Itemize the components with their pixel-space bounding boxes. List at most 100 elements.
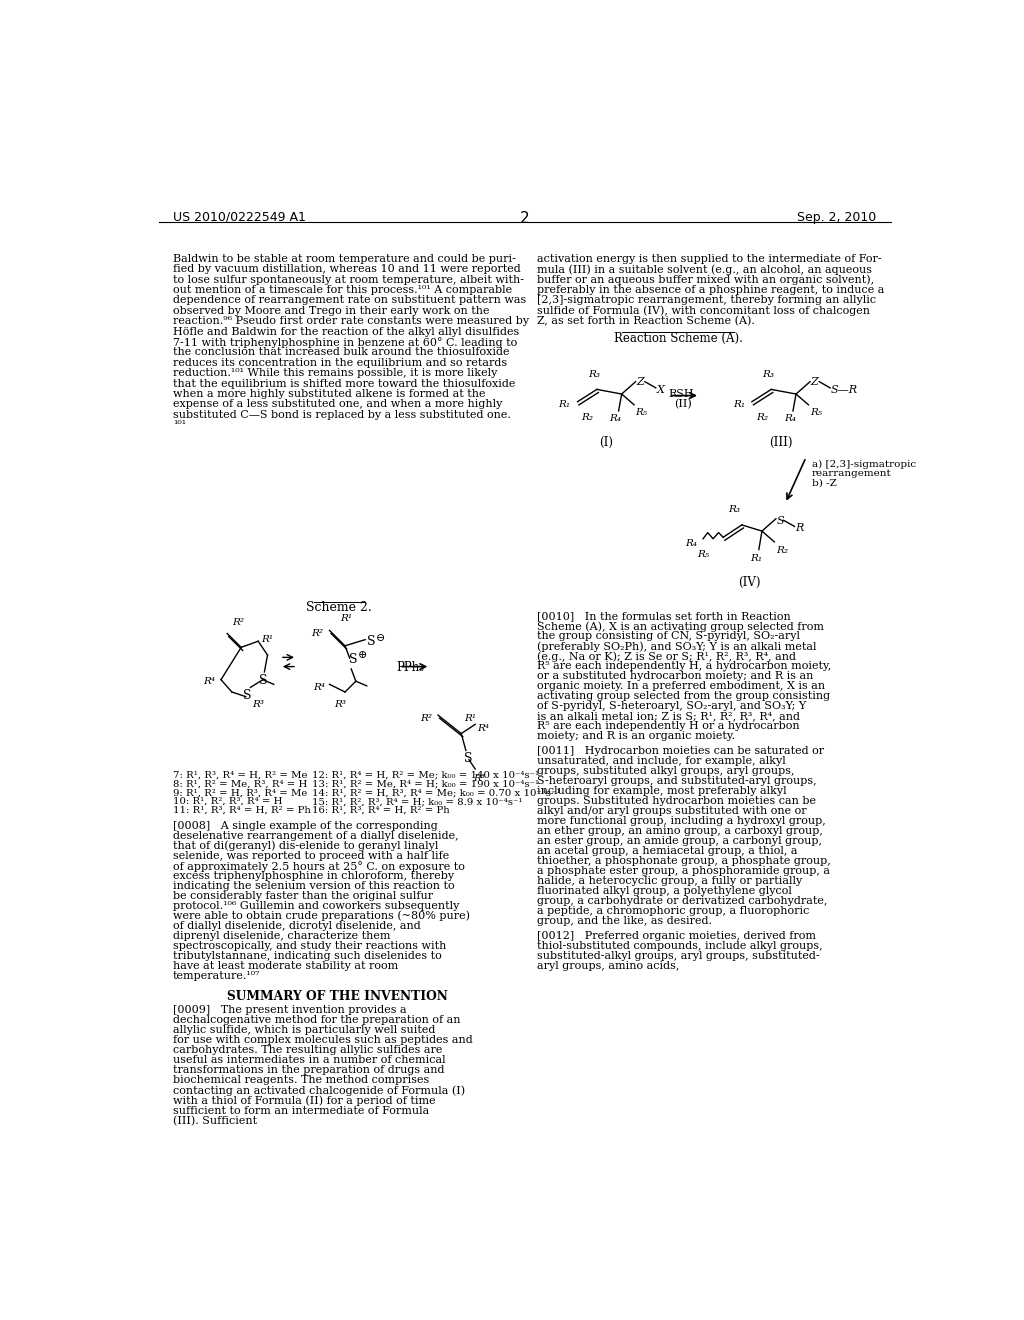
Text: unsaturated, and include, for example, alkyl: unsaturated, and include, for example, a… bbox=[538, 756, 786, 766]
Text: R₃: R₃ bbox=[762, 370, 774, 379]
Text: reaction.⁹⁶ Pseudo first order rate constants were measured by: reaction.⁹⁶ Pseudo first order rate cons… bbox=[173, 317, 529, 326]
Text: 14: R¹, R² = H, R³, R⁴ = Me; k₀₀ = 0.70 x 10⁻⁴s⁻¹: 14: R¹, R² = H, R³, R⁴ = Me; k₀₀ = 0.70 … bbox=[312, 788, 561, 797]
Text: R₃: R₃ bbox=[728, 506, 740, 515]
Text: [0010]   In the formulas set forth in Reaction: [0010] In the formulas set forth in Reac… bbox=[538, 611, 791, 622]
Text: is an alkali metal ion; Z is S; R¹, R², R³, R⁴, and: is an alkali metal ion; Z is S; R¹, R², … bbox=[538, 711, 800, 721]
Text: organic moiety. In a preferred embodiment, X is an: organic moiety. In a preferred embodimen… bbox=[538, 681, 825, 692]
Text: R¹: R¹ bbox=[261, 635, 273, 644]
Text: R₅: R₅ bbox=[697, 549, 709, 558]
Text: aryl groups, amino acids,: aryl groups, amino acids, bbox=[538, 961, 680, 970]
Text: 8: R¹, R² = Me, R³, R⁴ = H: 8: R¹, R² = Me, R³, R⁴ = H bbox=[173, 779, 307, 788]
Text: [0008]   A single example of the corresponding: [0008] A single example of the correspon… bbox=[173, 821, 437, 830]
Text: a) [2,3]-sigmatropic: a) [2,3]-sigmatropic bbox=[812, 461, 915, 470]
Text: S: S bbox=[464, 752, 473, 766]
Text: R¹: R¹ bbox=[464, 714, 476, 722]
Text: an ester group, an amide group, a carbonyl group,: an ester group, an amide group, a carbon… bbox=[538, 836, 822, 846]
Text: R₂: R₂ bbox=[756, 412, 768, 421]
Text: (III). Sufficient: (III). Sufficient bbox=[173, 1115, 257, 1126]
Text: sulfide of Formula (IV), with concomitant loss of chalcogen: sulfide of Formula (IV), with concomitan… bbox=[538, 306, 870, 317]
Text: S: S bbox=[259, 673, 267, 686]
Text: with a thiol of Formula (II) for a period of time: with a thiol of Formula (II) for a perio… bbox=[173, 1096, 435, 1106]
Text: 7-11 with triphenylphosphine in benzene at 60° C. leading to: 7-11 with triphenylphosphine in benzene … bbox=[173, 337, 517, 348]
Text: carbohydrates. The resulting allylic sulfides are: carbohydrates. The resulting allylic sul… bbox=[173, 1045, 442, 1056]
Text: Sep. 2, 2010: Sep. 2, 2010 bbox=[798, 211, 877, 224]
Text: of S-pyridyl, S-heteroaryl, SO₂-aryl, and SO₃Y; Y: of S-pyridyl, S-heteroaryl, SO₂-aryl, an… bbox=[538, 701, 807, 711]
Text: of diallyl diselenide, dicrotyl diselenide, and: of diallyl diselenide, dicrotyl diseleni… bbox=[173, 921, 421, 931]
Text: (I): (I) bbox=[599, 436, 613, 449]
Text: rearrangement: rearrangement bbox=[812, 470, 891, 478]
Text: the conclusion that increased bulk around the thiosulfoxide: the conclusion that increased bulk aroun… bbox=[173, 347, 510, 358]
Text: dechalcogenative method for the preparation of an: dechalcogenative method for the preparat… bbox=[173, 1015, 461, 1026]
Text: temperature.¹⁰⁷: temperature.¹⁰⁷ bbox=[173, 970, 260, 981]
Text: allylic sulfide, which is particularly well suited: allylic sulfide, which is particularly w… bbox=[173, 1026, 435, 1035]
Text: biochemical reagents. The method comprises: biochemical reagents. The method compris… bbox=[173, 1076, 429, 1085]
Text: US 2010/0222549 A1: US 2010/0222549 A1 bbox=[173, 211, 306, 224]
Text: contacting an activated chalcogenide of Formula (I): contacting an activated chalcogenide of … bbox=[173, 1085, 465, 1096]
Text: R²: R² bbox=[420, 714, 432, 722]
Text: Z: Z bbox=[636, 378, 644, 387]
Text: be considerably faster than the original sulfur: be considerably faster than the original… bbox=[173, 891, 433, 900]
Text: S: S bbox=[367, 635, 375, 648]
Text: mula (III) in a suitable solvent (e.g., an alcohol, an aqueous: mula (III) in a suitable solvent (e.g., … bbox=[538, 264, 872, 275]
Text: useful as intermediates in a number of chemical: useful as intermediates in a number of c… bbox=[173, 1056, 445, 1065]
Text: R³: R³ bbox=[335, 700, 346, 709]
Text: fied by vacuum distillation, whereas 10 and 11 were reported: fied by vacuum distillation, whereas 10 … bbox=[173, 264, 520, 275]
Text: R⁴: R⁴ bbox=[313, 682, 325, 692]
Text: R²: R² bbox=[232, 618, 244, 627]
Text: activating group selected from the group consisting: activating group selected from the group… bbox=[538, 692, 830, 701]
Text: protocol.¹⁰⁶ Guillemin and coworkers subsequently: protocol.¹⁰⁶ Guillemin and coworkers sub… bbox=[173, 900, 460, 911]
Text: expense of a less substituted one, and when a more highly: expense of a less substituted one, and w… bbox=[173, 400, 503, 409]
Text: R¹: R¹ bbox=[341, 614, 352, 623]
Text: S: S bbox=[349, 653, 357, 667]
Text: 16: R¹, R³, R⁴ = H, R² = Ph: 16: R¹, R³, R⁴ = H, R² = Ph bbox=[312, 807, 451, 814]
Text: R₃: R₃ bbox=[588, 370, 600, 379]
Text: moiety; and R is an organic moiety.: moiety; and R is an organic moiety. bbox=[538, 731, 735, 742]
Text: thioether, a phosphonate group, a phosphate group,: thioether, a phosphonate group, a phosph… bbox=[538, 855, 830, 866]
Text: dependence of rearrangement rate on substituent pattern was: dependence of rearrangement rate on subs… bbox=[173, 296, 526, 305]
Text: an ether group, an amino group, a carboxyl group,: an ether group, an amino group, a carbox… bbox=[538, 826, 823, 836]
Text: Z, as set forth in Reaction Scheme (A).: Z, as set forth in Reaction Scheme (A). bbox=[538, 317, 755, 326]
Text: have at least moderate stability at room: have at least moderate stability at room bbox=[173, 961, 398, 970]
Text: that of di(geranyl) dis-elenide to geranyl linalyl: that of di(geranyl) dis-elenide to geran… bbox=[173, 841, 438, 851]
Text: halide, a heterocyclic group, a fully or partially: halide, a heterocyclic group, a fully or… bbox=[538, 876, 803, 886]
Text: 11: R¹, R³, R⁴ = H, R² = Ph: 11: R¹, R³, R⁴ = H, R² = Ph bbox=[173, 807, 311, 814]
Text: S-heteroaryl groups, and substituted-aryl groups,: S-heteroaryl groups, and substituted-ary… bbox=[538, 776, 817, 785]
Text: R³: R³ bbox=[474, 774, 485, 783]
Text: spectroscopically, and study their reactions with: spectroscopically, and study their react… bbox=[173, 941, 446, 950]
Text: alkyl and/or aryl groups substituted with one or: alkyl and/or aryl groups substituted wit… bbox=[538, 807, 807, 816]
Text: 2: 2 bbox=[520, 211, 529, 226]
Text: [0012]   Preferred organic moieties, derived from: [0012] Preferred organic moieties, deriv… bbox=[538, 931, 816, 941]
Text: indicating the selenium version of this reaction to: indicating the selenium version of this … bbox=[173, 880, 455, 891]
Text: deselenative rearrangement of a diallyl diselenide,: deselenative rearrangement of a diallyl … bbox=[173, 830, 459, 841]
Text: [0009]   The present invention provides a: [0009] The present invention provides a bbox=[173, 1006, 407, 1015]
Text: Z: Z bbox=[811, 378, 818, 387]
Text: R: R bbox=[796, 524, 804, 533]
Text: PPh₃: PPh₃ bbox=[396, 661, 424, 675]
Text: of approximately 2.5 hours at 25° C. on exposure to: of approximately 2.5 hours at 25° C. on … bbox=[173, 861, 465, 871]
Text: X: X bbox=[656, 385, 665, 395]
Text: 7: R¹, R³, R⁴ = H, R² = Me: 7: R¹, R³, R⁴ = H, R² = Me bbox=[173, 771, 307, 780]
Text: R₅: R₅ bbox=[636, 408, 647, 417]
Text: tributylstannane, indicating such diselenides to: tributylstannane, indicating such disele… bbox=[173, 950, 441, 961]
Text: R₄: R₄ bbox=[783, 414, 796, 422]
Text: R₂: R₂ bbox=[776, 546, 787, 556]
Text: S: S bbox=[776, 516, 784, 525]
Text: the group consisting of CN, S-pyridyl, SO₂-aryl: the group consisting of CN, S-pyridyl, S… bbox=[538, 631, 800, 642]
Text: substituted C—S bond is replaced by a less substituted one.: substituted C—S bond is replaced by a le… bbox=[173, 409, 511, 420]
Text: R₁: R₁ bbox=[750, 554, 762, 564]
Text: b) -Z: b) -Z bbox=[812, 479, 837, 487]
Text: Scheme 2.: Scheme 2. bbox=[306, 601, 372, 614]
Text: transformations in the preparation of drugs and: transformations in the preparation of dr… bbox=[173, 1065, 444, 1076]
Text: an acetal group, a hemiacetal group, a thiol, a: an acetal group, a hemiacetal group, a t… bbox=[538, 846, 798, 855]
Text: groups. Substituted hydrocarbon moieties can be: groups. Substituted hydrocarbon moieties… bbox=[538, 796, 816, 807]
Text: (III): (III) bbox=[769, 436, 793, 449]
Text: groups, substituted alkyl groups, aryl groups,: groups, substituted alkyl groups, aryl g… bbox=[538, 766, 795, 776]
Text: reduces its concentration in the equilibrium and so retards: reduces its concentration in the equilib… bbox=[173, 358, 507, 368]
Text: group, a carbohydrate or derivatized carbohydrate,: group, a carbohydrate or derivatized car… bbox=[538, 896, 827, 906]
Text: including for example, most preferably alkyl: including for example, most preferably a… bbox=[538, 785, 786, 796]
Text: R³: R³ bbox=[252, 700, 264, 709]
Text: R⁴: R⁴ bbox=[203, 677, 215, 685]
Text: or a substituted hydrocarbon moiety; and R is an: or a substituted hydrocarbon moiety; and… bbox=[538, 671, 814, 681]
Text: excess triphenylphosphine in chloroform, thereby: excess triphenylphosphine in chloroform,… bbox=[173, 871, 454, 880]
Text: R₄: R₄ bbox=[685, 539, 697, 548]
